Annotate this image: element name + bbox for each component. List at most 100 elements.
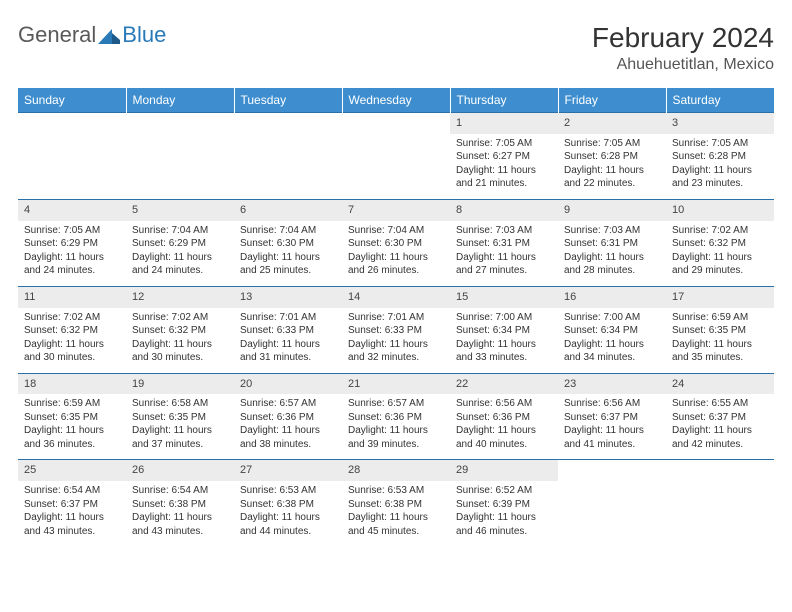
day-number: 15 — [450, 287, 558, 308]
calendar-body: 1 Sunrise: 7:05 AMSunset: 6:27 PMDaylight… — [18, 113, 774, 547]
calendar-day-cell: 29 Sunrise: 6:52 AMSunset: 6:39 PMDayligh… — [450, 460, 558, 546]
header: General Blue February 2024 Ahuehuetitlan… — [18, 22, 774, 74]
day-info: Sunrise: 7:05 AMSunset: 6:28 PMDaylight:… — [564, 137, 660, 191]
logo-text-general: General — [18, 22, 96, 48]
logo: General Blue — [18, 22, 166, 48]
day-info: Sunrise: 7:05 AMSunset: 6:28 PMDaylight:… — [672, 137, 768, 191]
calendar-day-cell: 26 Sunrise: 6:54 AMSunset: 6:38 PMDayligh… — [126, 460, 234, 546]
day-number: 26 — [126, 460, 234, 481]
day-number: 9 — [558, 200, 666, 221]
logo-triangle-icon — [98, 26, 120, 44]
day-info: Sunrise: 6:58 AMSunset: 6:35 PMDaylight:… — [132, 397, 228, 451]
day-number: 17 — [666, 287, 774, 308]
day-info: Sunrise: 6:57 AMSunset: 6:36 PMDaylight:… — [240, 397, 336, 451]
day-number: 24 — [666, 374, 774, 395]
day-info: Sunrise: 7:03 AMSunset: 6:31 PMDaylight:… — [564, 224, 660, 278]
calendar-day-cell: 3 Sunrise: 7:05 AMSunset: 6:28 PMDaylight… — [666, 113, 774, 200]
day-info: Sunrise: 7:02 AMSunset: 6:32 PMDaylight:… — [132, 311, 228, 365]
calendar-day-cell: 2 Sunrise: 7:05 AMSunset: 6:28 PMDaylight… — [558, 113, 666, 200]
day-header-wednesday: Wednesday — [342, 88, 450, 113]
calendar-empty-cell — [342, 113, 450, 200]
day-header-friday: Friday — [558, 88, 666, 113]
day-info: Sunrise: 7:01 AMSunset: 6:33 PMDaylight:… — [348, 311, 444, 365]
calendar-day-cell: 20Sunrise: 6:57 AMSunset: 6:36 PMDayligh… — [234, 373, 342, 460]
calendar-day-cell: 22Sunrise: 6:56 AMSunset: 6:36 PMDayligh… — [450, 373, 558, 460]
day-number: 29 — [450, 460, 558, 481]
day-number: 18 — [18, 374, 126, 395]
day-info: Sunrise: 7:04 AMSunset: 6:29 PMDaylight:… — [132, 224, 228, 278]
location: Ahuehuetitlan, Mexico — [592, 56, 774, 74]
day-number: 19 — [126, 374, 234, 395]
day-number: 22 — [450, 374, 558, 395]
calendar-empty-cell — [558, 460, 666, 546]
calendar-week-row: 1 Sunrise: 7:05 AMSunset: 6:27 PMDaylight… — [18, 113, 774, 200]
day-number: 21 — [342, 374, 450, 395]
calendar-day-cell: 15 Sunrise: 7:00 AMSunset: 6:34 PMDayligh… — [450, 286, 558, 373]
day-number: 10 — [666, 200, 774, 221]
day-info: Sunrise: 6:54 AMSunset: 6:38 PMDaylight:… — [132, 484, 228, 538]
calendar-header-row: SundayMondayTuesdayWednesdayThursdayFrid… — [18, 88, 774, 113]
day-info: Sunrise: 7:04 AMSunset: 6:30 PMDaylight:… — [240, 224, 336, 278]
calendar-day-cell: 6 Sunrise: 7:04 AMSunset: 6:30 PMDaylight… — [234, 199, 342, 286]
calendar-day-cell: 16 Sunrise: 7:00 AMSunset: 6:34 PMDayligh… — [558, 286, 666, 373]
logo-text-blue: Blue — [122, 22, 166, 48]
day-info: Sunrise: 7:02 AMSunset: 6:32 PMDaylight:… — [24, 311, 120, 365]
day-info: Sunrise: 6:56 AMSunset: 6:37 PMDaylight:… — [564, 397, 660, 451]
day-info: Sunrise: 7:03 AMSunset: 6:31 PMDaylight:… — [456, 224, 552, 278]
day-info: Sunrise: 7:04 AMSunset: 6:30 PMDaylight:… — [348, 224, 444, 278]
calendar-day-cell: 18Sunrise: 6:59 AMSunset: 6:35 PMDayligh… — [18, 373, 126, 460]
day-info: Sunrise: 6:56 AMSunset: 6:36 PMDaylight:… — [456, 397, 552, 451]
calendar-day-cell: 19Sunrise: 6:58 AMSunset: 6:35 PMDayligh… — [126, 373, 234, 460]
day-info: Sunrise: 7:02 AMSunset: 6:32 PMDaylight:… — [672, 224, 768, 278]
day-info: Sunrise: 6:53 AMSunset: 6:38 PMDaylight:… — [240, 484, 336, 538]
calendar-day-cell: 1 Sunrise: 7:05 AMSunset: 6:27 PMDaylight… — [450, 113, 558, 200]
calendar-week-row: 11 Sunrise: 7:02 AMSunset: 6:32 PMDayligh… — [18, 286, 774, 373]
calendar-day-cell: 23Sunrise: 6:56 AMSunset: 6:37 PMDayligh… — [558, 373, 666, 460]
day-number: 7 — [342, 200, 450, 221]
calendar-day-cell: 14 Sunrise: 7:01 AMSunset: 6:33 PMDayligh… — [342, 286, 450, 373]
day-number: 6 — [234, 200, 342, 221]
calendar-empty-cell — [126, 113, 234, 200]
calendar-table: SundayMondayTuesdayWednesdayThursdayFrid… — [18, 88, 774, 546]
day-info: Sunrise: 6:54 AMSunset: 6:37 PMDaylight:… — [24, 484, 120, 538]
day-info: Sunrise: 7:01 AMSunset: 6:33 PMDaylight:… — [240, 311, 336, 365]
calendar-empty-cell — [18, 113, 126, 200]
day-number: 28 — [342, 460, 450, 481]
calendar-week-row: 4Sunrise: 7:05 AMSunset: 6:29 PMDaylight… — [18, 199, 774, 286]
day-number: 8 — [450, 200, 558, 221]
calendar-day-cell: 10 Sunrise: 7:02 AMSunset: 6:32 PMDayligh… — [666, 199, 774, 286]
day-number: 2 — [558, 113, 666, 134]
calendar-day-cell: 12 Sunrise: 7:02 AMSunset: 6:32 PMDayligh… — [126, 286, 234, 373]
calendar-day-cell: 13 Sunrise: 7:01 AMSunset: 6:33 PMDayligh… — [234, 286, 342, 373]
day-info: Sunrise: 6:53 AMSunset: 6:38 PMDaylight:… — [348, 484, 444, 538]
day-number: 3 — [666, 113, 774, 134]
day-info: Sunrise: 7:00 AMSunset: 6:34 PMDaylight:… — [564, 311, 660, 365]
day-info: Sunrise: 7:00 AMSunset: 6:34 PMDaylight:… — [456, 311, 552, 365]
calendar-day-cell: 27 Sunrise: 6:53 AMSunset: 6:38 PMDayligh… — [234, 460, 342, 546]
calendar-day-cell: 7 Sunrise: 7:04 AMSunset: 6:30 PMDaylight… — [342, 199, 450, 286]
calendar-day-cell: 21Sunrise: 6:57 AMSunset: 6:36 PMDayligh… — [342, 373, 450, 460]
title-block: February 2024 Ahuehuetitlan, Mexico — [592, 22, 774, 74]
day-number: 5 — [126, 200, 234, 221]
calendar-day-cell: 11 Sunrise: 7:02 AMSunset: 6:32 PMDayligh… — [18, 286, 126, 373]
day-header-sunday: Sunday — [18, 88, 126, 113]
calendar-day-cell: 28 Sunrise: 6:53 AMSunset: 6:38 PMDayligh… — [342, 460, 450, 546]
day-info: Sunrise: 6:52 AMSunset: 6:39 PMDaylight:… — [456, 484, 552, 538]
calendar-week-row: 18Sunrise: 6:59 AMSunset: 6:35 PMDayligh… — [18, 373, 774, 460]
day-number: 16 — [558, 287, 666, 308]
day-info: Sunrise: 7:05 AMSunset: 6:27 PMDaylight:… — [456, 137, 552, 191]
day-info: Sunrise: 6:59 AMSunset: 6:35 PMDaylight:… — [24, 397, 120, 451]
day-number: 23 — [558, 374, 666, 395]
day-info: Sunrise: 6:59 AMSunset: 6:35 PMDaylight:… — [672, 311, 768, 365]
calendar-day-cell: 24Sunrise: 6:55 AMSunset: 6:37 PMDayligh… — [666, 373, 774, 460]
day-number: 27 — [234, 460, 342, 481]
calendar-day-cell: 9 Sunrise: 7:03 AMSunset: 6:31 PMDaylight… — [558, 199, 666, 286]
day-number: 13 — [234, 287, 342, 308]
day-number: 14 — [342, 287, 450, 308]
day-number: 11 — [18, 287, 126, 308]
day-number: 12 — [126, 287, 234, 308]
day-number: 1 — [450, 113, 558, 134]
calendar-empty-cell — [234, 113, 342, 200]
day-info: Sunrise: 7:05 AMSunset: 6:29 PMDaylight:… — [24, 224, 120, 278]
day-info: Sunrise: 6:57 AMSunset: 6:36 PMDaylight:… — [348, 397, 444, 451]
